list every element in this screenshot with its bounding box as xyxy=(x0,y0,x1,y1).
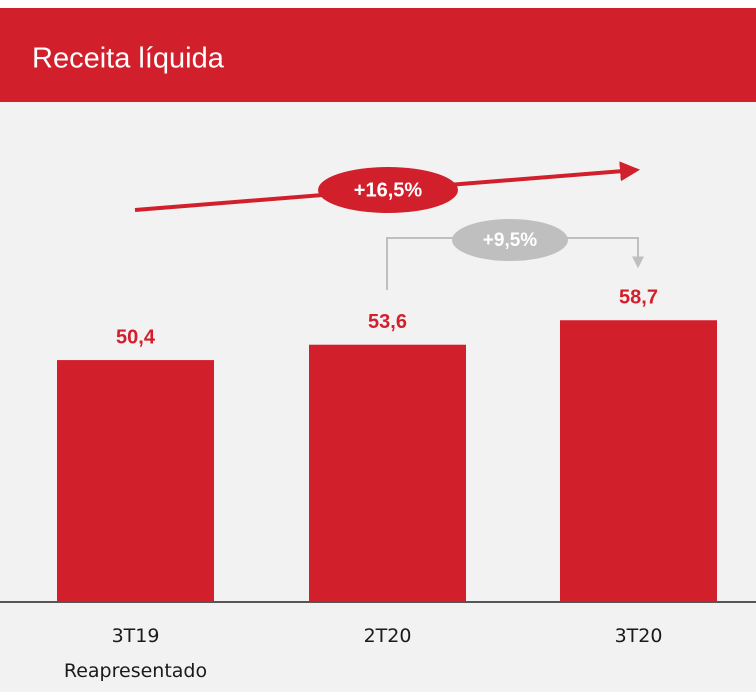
value-label: 58,7 xyxy=(619,287,658,309)
growth-label: +16,5% xyxy=(354,179,423,201)
growth-label: +9,5% xyxy=(483,230,538,251)
value-label: 53,6 xyxy=(368,311,407,333)
growth-pill xyxy=(452,219,568,261)
x-tick-label: 3T19 Reapresentado xyxy=(63,625,208,682)
growth-pill xyxy=(318,167,458,213)
bar xyxy=(560,320,717,602)
chart-title: Receita líquida xyxy=(32,43,225,75)
bar xyxy=(57,360,214,602)
value-label: 50,4 xyxy=(116,326,156,348)
x-tick-label: 2T20 xyxy=(363,625,412,647)
x-tick-label: 3T20 xyxy=(614,625,663,647)
bar xyxy=(309,344,466,602)
header-band xyxy=(0,8,756,102)
